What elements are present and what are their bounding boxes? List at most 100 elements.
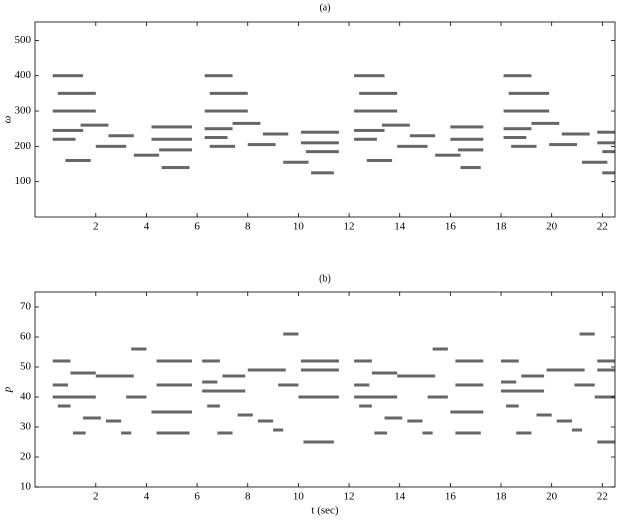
note-segment <box>556 419 572 423</box>
x-tick-label: 22 <box>597 491 608 503</box>
note-segment <box>95 374 134 378</box>
x-tick-label: 2 <box>93 491 99 503</box>
note-segment <box>105 419 122 423</box>
note-segment <box>561 132 590 136</box>
note-segment <box>508 91 550 95</box>
note-segment <box>501 389 545 393</box>
note-segment <box>397 374 436 378</box>
note-segment <box>536 413 552 417</box>
note-segment <box>156 431 190 435</box>
x-tick-label: 18 <box>496 221 508 233</box>
x-tick-label: 8 <box>245 221 251 233</box>
note-segment <box>354 74 385 78</box>
note-segment <box>204 127 233 131</box>
x-tick-label: 16 <box>445 221 457 233</box>
note-segment <box>126 395 147 399</box>
note-segment <box>549 143 578 147</box>
note-segment <box>450 137 484 141</box>
x-tick-label: 10 <box>293 221 305 233</box>
note-segment <box>366 158 393 162</box>
note-segment <box>202 359 220 363</box>
note-segment <box>546 368 585 372</box>
note-segment <box>432 347 448 351</box>
x-tick-label: 2 <box>93 221 99 233</box>
note-segment <box>359 91 398 95</box>
note-segment <box>283 332 299 336</box>
note-segment <box>283 160 309 164</box>
note-segment <box>531 121 560 125</box>
note-segment <box>273 428 284 432</box>
note-segment <box>52 359 71 363</box>
y-tick-label: 200 <box>15 140 32 152</box>
note-segment <box>602 150 615 154</box>
y-tick-label: 60 <box>20 331 32 343</box>
note-segment <box>52 395 96 399</box>
x-tick-label: 6 <box>194 221 200 233</box>
note-segment <box>371 371 398 375</box>
plot-frame <box>34 21 616 218</box>
note-segment <box>582 160 608 164</box>
note-segment <box>57 91 96 95</box>
x-tick-label: 20 <box>546 221 558 233</box>
x-tick-label: 12 <box>344 221 355 233</box>
note-segment <box>204 74 233 78</box>
note-segment <box>503 127 532 131</box>
note-segment <box>354 109 398 113</box>
note-segment <box>161 166 190 170</box>
note-segment <box>52 109 96 113</box>
note-segment <box>257 419 274 423</box>
plot-frame <box>34 291 616 488</box>
note-segment <box>354 359 372 363</box>
note-segment <box>217 431 233 435</box>
note-segment <box>306 150 339 154</box>
y-tick-label: 100 <box>15 175 32 187</box>
x-tick-label: 22 <box>597 221 608 233</box>
note-segment <box>52 383 68 387</box>
panel-title: (a) <box>319 2 330 13</box>
note-segment <box>511 144 537 148</box>
note-segment <box>247 368 286 372</box>
x-tick-label: 12 <box>344 491 355 503</box>
note-segment <box>455 383 484 387</box>
note-segment <box>354 137 377 141</box>
note-segment <box>455 359 484 363</box>
note-segment <box>247 143 276 147</box>
note-segment <box>159 148 193 152</box>
note-segment <box>571 428 583 432</box>
x-tick-label: 8 <box>245 491 251 503</box>
y-tick-label: 20 <box>20 451 32 463</box>
note-segment <box>65 158 91 162</box>
note-segment <box>52 74 84 78</box>
note-segment <box>597 141 615 145</box>
note-segment <box>151 137 193 141</box>
x-tick-label: 10 <box>293 491 305 503</box>
note-segment <box>57 404 71 408</box>
note-segment <box>384 416 403 420</box>
note-segment <box>232 121 261 125</box>
note-segment <box>311 171 334 175</box>
note-segment <box>151 410 193 414</box>
note-segment <box>108 134 134 138</box>
note-segment <box>374 431 388 435</box>
note-segment <box>209 91 248 95</box>
note-segment <box>574 383 595 387</box>
note-segment <box>506 404 519 408</box>
note-segment <box>52 137 76 141</box>
x-tick-label: 16 <box>445 491 457 503</box>
note-segment <box>151 125 193 129</box>
note-segment <box>202 389 246 393</box>
x-tick-label: 6 <box>194 491 200 503</box>
y-tick-label: 500 <box>15 34 32 46</box>
note-segment <box>156 383 193 387</box>
note-segment <box>300 359 339 363</box>
note-segment <box>202 380 218 384</box>
note-segment <box>521 374 545 378</box>
note-segment <box>427 395 448 399</box>
note-segment <box>503 109 550 113</box>
note-segment <box>455 431 481 435</box>
note-segment <box>207 404 220 408</box>
note-segment <box>133 153 160 157</box>
note-segment <box>80 123 109 127</box>
note-segment <box>204 109 248 113</box>
